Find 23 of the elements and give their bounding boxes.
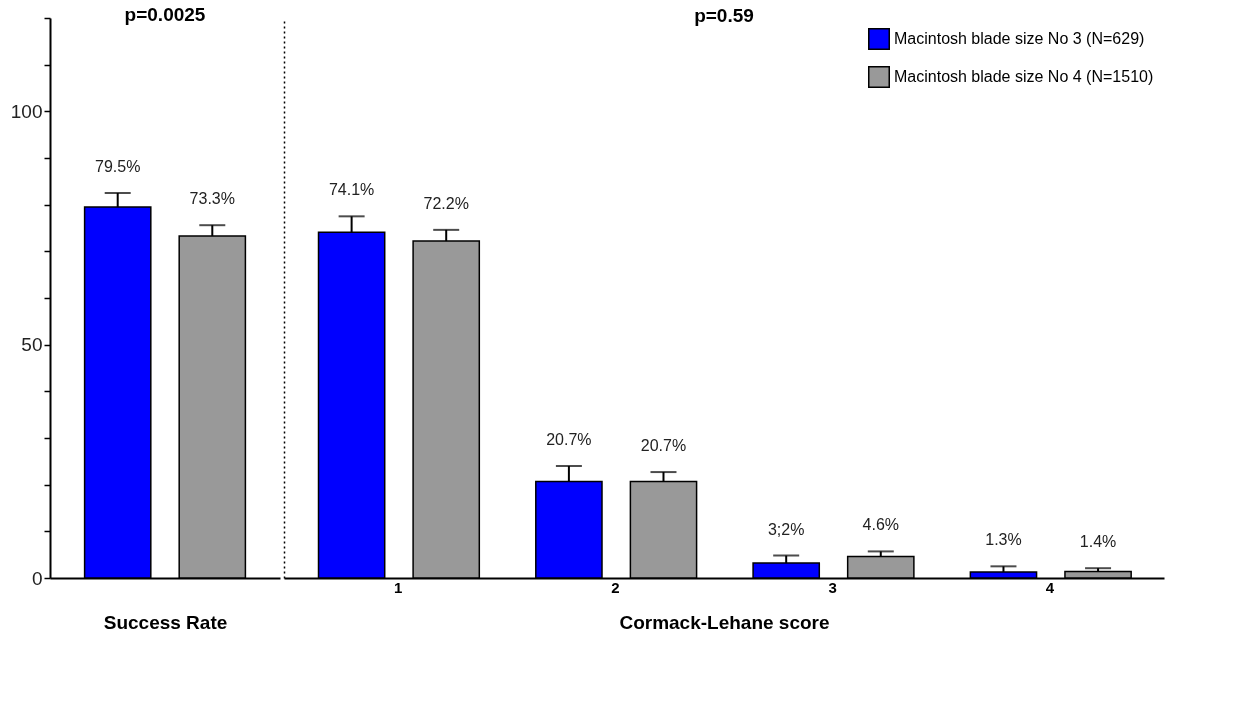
data-label: 20.7% <box>640 437 687 455</box>
data-label: 1.4% <box>1079 533 1117 551</box>
data-label: 3;2% <box>767 520 805 538</box>
data-label: 72.2% <box>423 194 469 212</box>
x-tick-label: 3 <box>828 578 837 596</box>
data-label: 1.3% <box>985 531 1022 549</box>
x-tick-label: 1 <box>393 578 403 596</box>
y-tick-label: 50 <box>21 334 43 356</box>
data-label: 74.1% <box>328 181 375 199</box>
x-tick-label: 4 <box>1045 578 1055 596</box>
data-label: 4.6% <box>862 516 900 534</box>
y-tick-label: 0 <box>31 567 43 589</box>
data-label: 20.7% <box>546 431 592 448</box>
legend-label: Macintosh blade size No 4 (N=1510) <box>894 68 1154 85</box>
x-tick-label: 2 <box>611 578 620 596</box>
x-axis-title: Success Rate <box>103 611 228 633</box>
data-label: 79.5% <box>95 158 141 175</box>
chart-title: p=0.59 <box>694 5 754 26</box>
x-axis-title: Cormack-Lehane score <box>619 611 830 633</box>
chart-title: p=0.0025 <box>124 4 206 26</box>
y-tick-label: 100 <box>10 100 43 122</box>
data-label: 73.3% <box>189 190 235 208</box>
legend-label: Macintosh blade size No 3 (N=629) <box>894 30 1145 47</box>
